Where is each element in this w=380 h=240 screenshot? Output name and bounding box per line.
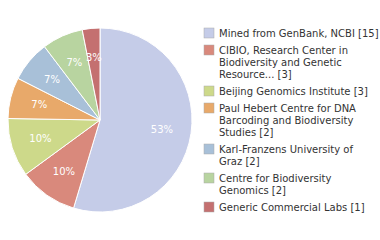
pie: [8, 28, 192, 212]
legend-swatch: [204, 86, 214, 96]
legend-label: Beijing Genomics Institute [3]: [219, 86, 368, 97]
legend-item: Paul Hebert Centre for DNABarcoding and …: [204, 103, 356, 138]
legend-swatch: [204, 202, 214, 212]
legend-swatch: [204, 103, 214, 113]
data-labels: 53% 10% 10% 7% 7% 7% 3%: [29, 52, 173, 176]
legend-label: Generic Commercial Labs [1]: [219, 202, 365, 213]
legend-item: Karl-Franzens University ofGraz [2]: [204, 144, 353, 167]
data-label: 7%: [44, 74, 60, 85]
legend-item: Beijing Genomics Institute [3]: [204, 86, 368, 97]
chart: 53% 10% 10% 7% 7% 7% 3% Mined from GenBank, NCB…: [0, 0, 380, 240]
legend-item: CIBIO, Research Center inBiodiversity an…: [204, 45, 348, 80]
data-label: 10%: [29, 133, 51, 144]
legend-swatch: [204, 144, 214, 154]
legend-item: Mined from GenBank, NCBI [15]: [204, 28, 379, 39]
legend-label: CIBIO, Research Center inBiodiversity an…: [219, 45, 348, 80]
legend-label: Karl-Franzens University ofGraz [2]: [219, 144, 353, 167]
data-label: 10%: [53, 166, 75, 177]
legend: Mined from GenBank, NCBI [15] CIBIO, Rese…: [204, 28, 379, 213]
pie-slice: [82, 28, 100, 120]
legend-swatch: [204, 28, 214, 38]
legend-item: Centre for BiodiversityGenomics [2]: [204, 173, 332, 196]
legend-label: Centre for BiodiversityGenomics [2]: [219, 173, 332, 196]
legend-swatch: [204, 173, 214, 183]
data-label: 3%: [86, 52, 102, 63]
legend-item: Generic Commercial Labs [1]: [204, 202, 365, 213]
legend-label: Paul Hebert Centre for DNABarcoding and …: [219, 103, 356, 138]
legend-swatch: [204, 45, 214, 55]
legend-label: Mined from GenBank, NCBI [15]: [219, 28, 379, 39]
data-label: 7%: [66, 57, 82, 68]
data-label: 53%: [151, 124, 173, 135]
data-label: 7%: [31, 99, 47, 110]
